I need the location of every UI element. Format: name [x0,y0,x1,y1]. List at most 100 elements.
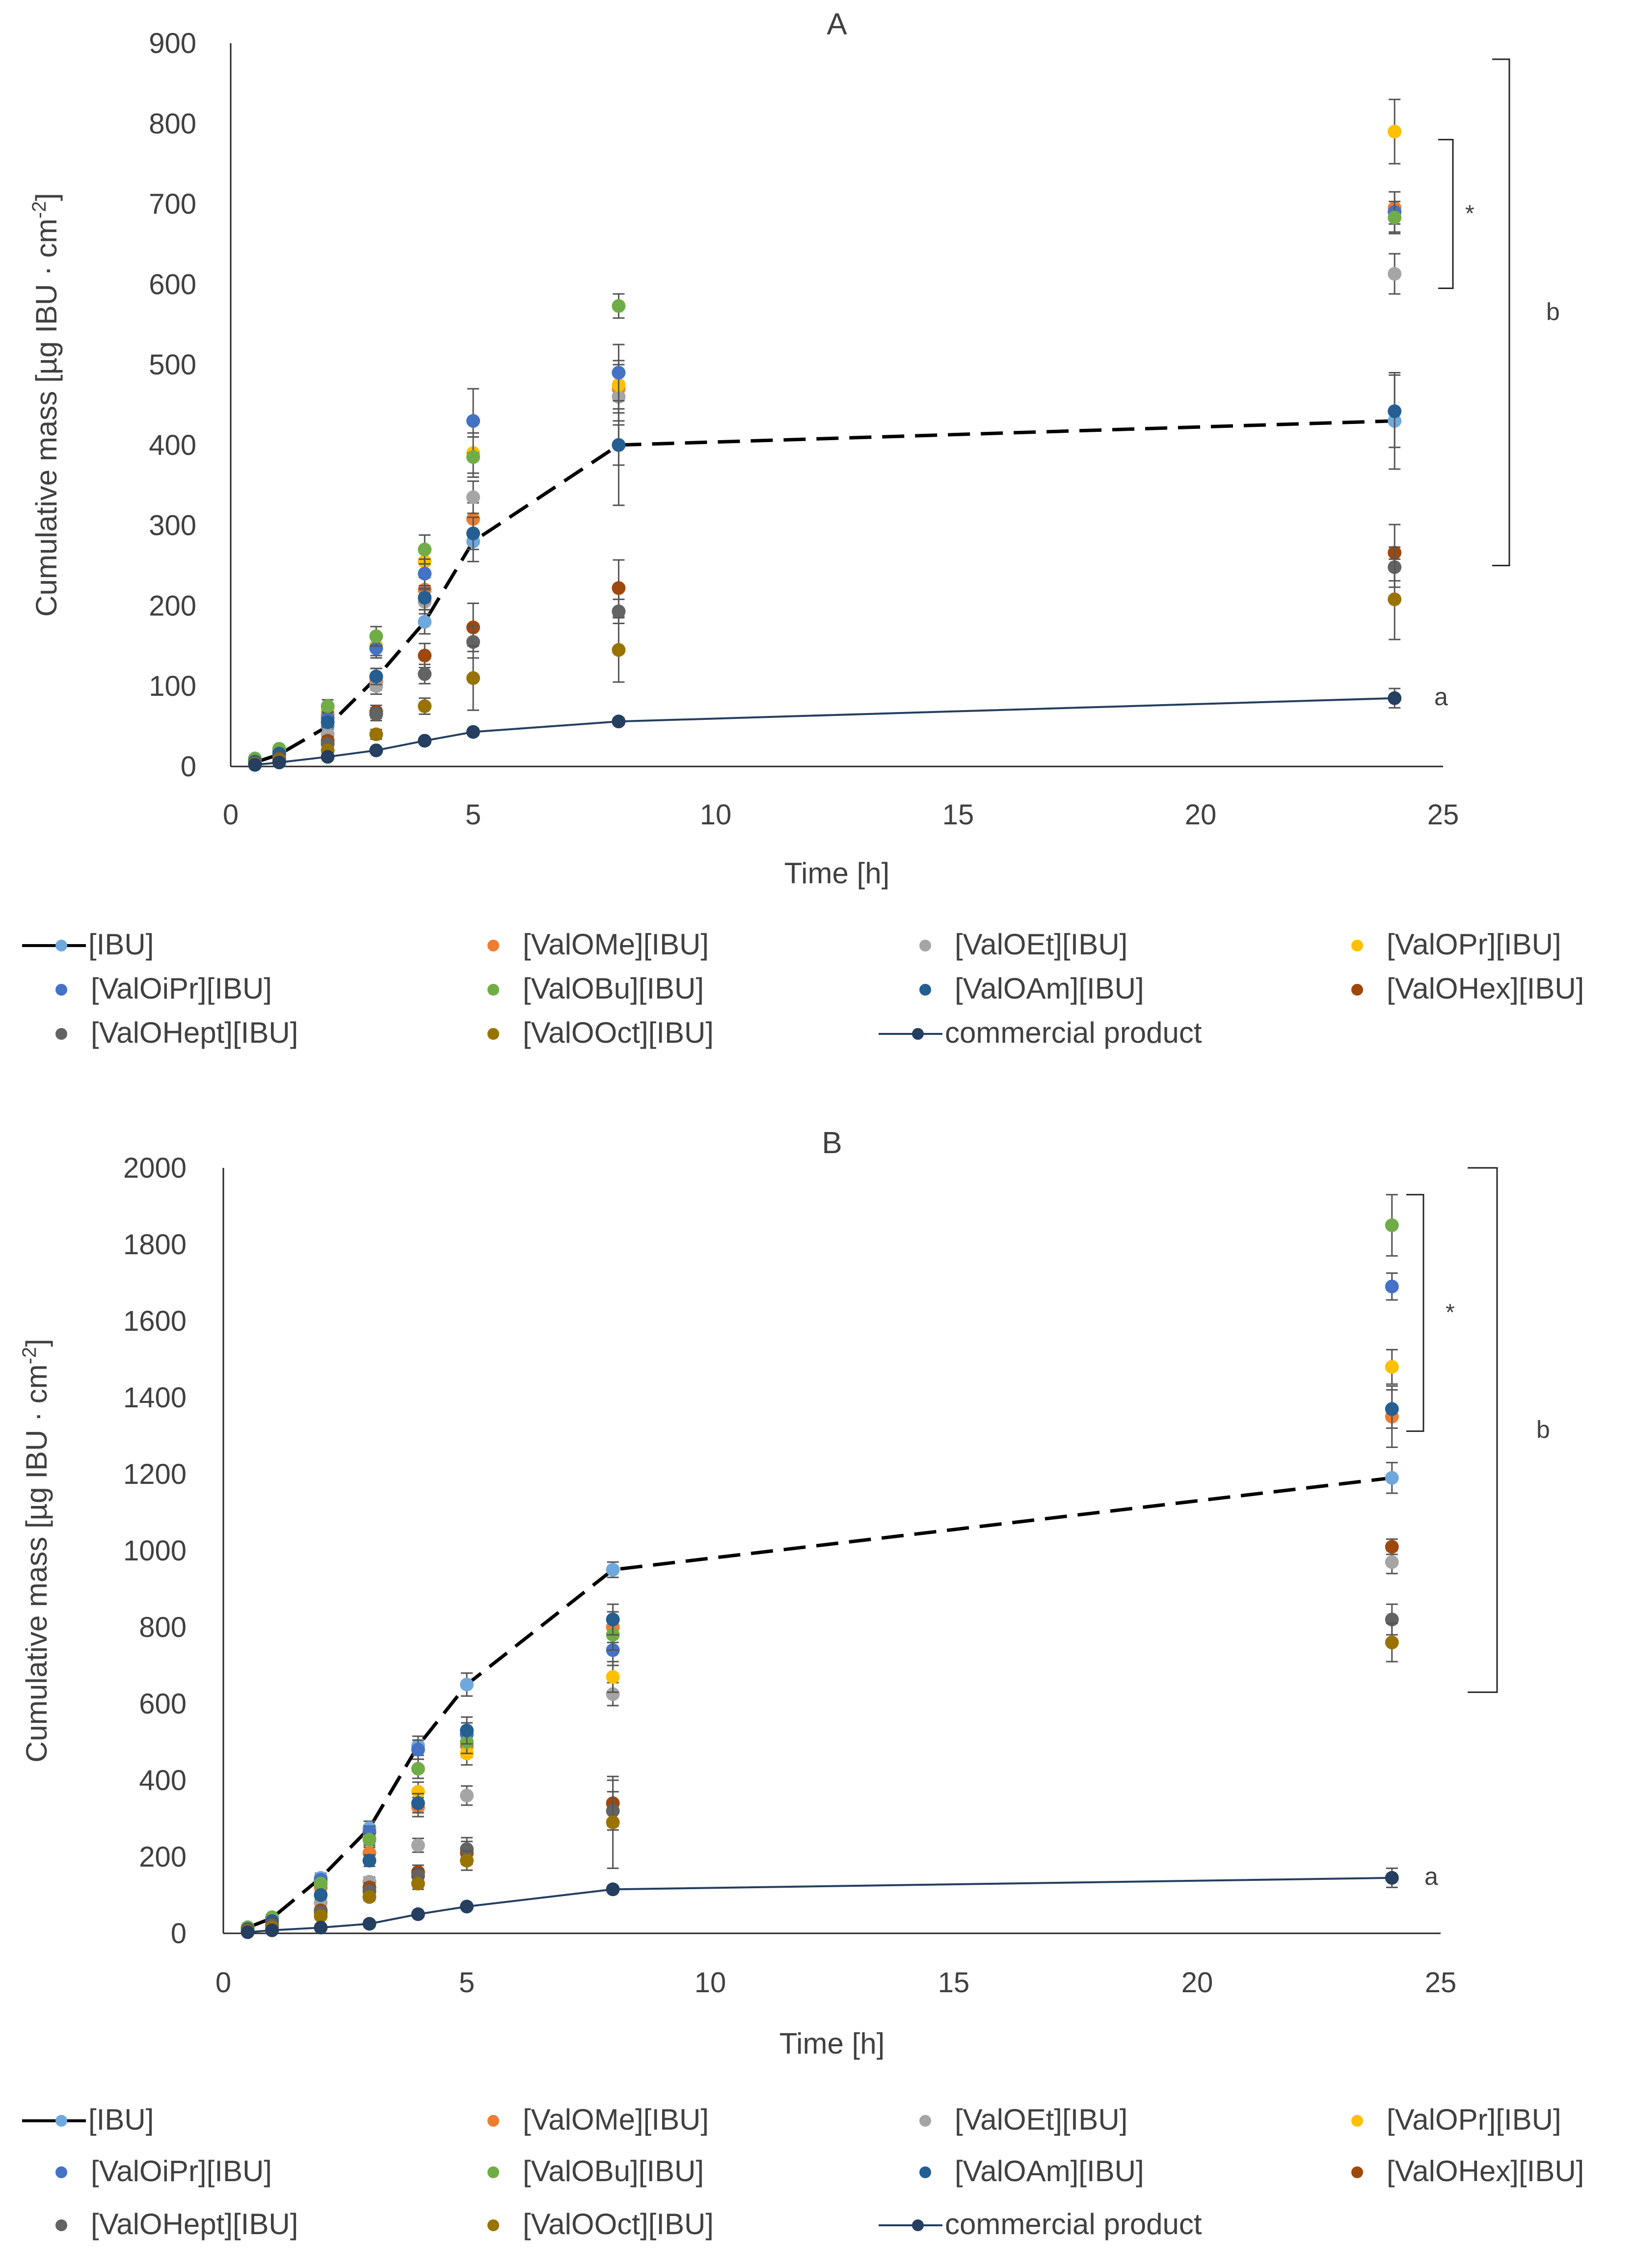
data-point-ValOBu [369,629,383,643]
data-point-ValOEt [606,1687,620,1701]
y-tick-label: 1400 [123,1382,187,1414]
data-point-ValOAm [460,1723,474,1738]
y-tick-label: 0 [171,1918,187,1950]
legend-item-ValOHept: [ValOHept][IBU] [55,2208,298,2241]
legend-item-ValOEt: [ValOEt][IBU] [919,2103,1127,2136]
y-axis-label: Cumulative mass [µg IBU · cm-2] [19,1339,53,1763]
data-point-ValOEt [1385,1555,1399,1569]
legend-marker [487,2115,499,2127]
data-point-commercial [1385,1871,1399,1885]
legend-marker [919,2166,931,2178]
data-point-ValOEt [411,1838,425,1852]
annotation-star: * [1465,201,1474,227]
legend-label: [ValOPr][IBU] [1387,2103,1561,2136]
data-point-ValOBu [418,542,432,556]
legend-item-commercial: commercial product [879,1016,1202,1049]
y-tick-label: 100 [149,670,196,702]
data-point-ValOHex [1385,1540,1399,1554]
x-tick-label: 25 [1425,1967,1457,1999]
data-point-ValOEt [1388,267,1402,281]
chart-legend-a: [IBU] [ValOMe][IBU] [ValOEt][IBU] [ValOPr][… [22,928,1584,1049]
legend-item-ValOBu: [ValOBu][IBU] [487,972,704,1005]
data-point-ValOEt [466,490,480,504]
series-IBU [241,1462,1399,1935]
x-tick-label: 20 [1185,799,1217,831]
data-point-commercial [411,1907,425,1921]
data-point-ValOiPr [1385,1279,1399,1293]
y-tick-label: 800 [149,108,196,140]
data-point-ValOiPr [612,366,626,380]
legend-label: [ValOiPr][IBU] [91,2155,272,2188]
legend-marker [1351,2115,1363,2127]
x-tick-label: 15 [938,1967,970,1999]
data-point-commercial [612,714,626,729]
data-point-ValOAm [314,1888,328,1902]
series-ValOOct [241,1622,1399,1938]
legend-item-commercial: commercial product [879,2208,1202,2241]
data-point-ValOAm [466,527,480,541]
data-point-ValOBu [466,450,480,464]
legend-marker [55,2219,67,2231]
legend-item-ValOHex: [ValOHex][IBU] [1351,2155,1584,2188]
legend-item-ValOiPr: [ValOiPr][IBU] [55,2155,272,2188]
data-point-ValOAm [1388,404,1402,419]
y-tick-label: 1800 [123,1229,187,1261]
legend-item-ValOAm: [ValOAm][IBU] [919,972,1144,1005]
legend-label: [ValOMe][IBU] [523,928,709,961]
data-point-ValOOct [418,699,432,713]
data-point-commercial [248,758,262,772]
legend-marker [487,984,499,996]
legend-label: [ValOHex][IBU] [1387,972,1584,1005]
data-point-ValOPr [1388,125,1402,139]
legend-label: commercial product [945,2208,1202,2241]
data-point-ValOOct [460,1853,474,1868]
x-tick-label: 0 [223,799,239,831]
legend-item-ValOAm: [ValOAm][IBU] [919,2155,1144,2188]
legend-item-ValOHept: [ValOHept][IBU] [55,1016,298,1049]
legend-label: [ValOBu][IBU] [523,972,704,1005]
data-point-ValOPr [1385,1360,1399,1374]
significance-bracket-star [1438,139,1454,290]
legend-marker [55,2166,67,2178]
data-point-ValOAm [321,715,335,729]
legend-marker [55,940,67,951]
legend-label: [ValOOct][IBU] [523,1016,714,1049]
data-point-commercial [362,1917,376,1931]
data-point-ValOBu [1385,1218,1399,1232]
data-point-ValOAm [1385,1402,1399,1416]
legend-label: [ValOAm][IBU] [955,2155,1144,2188]
annotation-a: a [1434,683,1448,711]
x-tick-label: 10 [700,799,732,831]
y-tick-label: 2000 [123,1152,187,1184]
y-tick-label: 300 [149,510,196,542]
legend-item-IBU: [IBU] [22,2103,154,2136]
legend-item-ValOiPr: [ValOiPr][IBU] [55,972,272,1005]
y-tick-label: 1600 [123,1305,187,1337]
series-commercial [241,1867,1399,1939]
significance-bracket-b [1492,58,1510,567]
legend-label: [IBU] [88,2103,154,2136]
data-point-commercial [314,1921,328,1935]
data-point-ValOAm [606,1612,620,1627]
data-point-ValOOct [411,1876,425,1891]
annotation-star: * [1446,1300,1455,1326]
data-point-ValOPr [411,1785,425,1799]
data-point-ValOAm [411,1796,425,1810]
data-point-ValOiPr [411,1742,425,1757]
x-tick-label: 25 [1427,799,1459,831]
legend-marker [487,1028,499,1040]
data-point-commercial [1388,691,1402,705]
data-point-ValOiPr [369,641,383,656]
data-point-ValOOct [362,1890,376,1904]
legend-label: [ValOAm][IBU] [955,972,1144,1005]
series-line-IBU [254,419,1395,765]
data-point-ValOAm [362,1853,376,1868]
legend-label: [ValOEt][IBU] [955,928,1127,961]
data-point-ValOEt [460,1789,474,1803]
series-line-commercial [255,697,1395,766]
data-point-commercial [265,1923,279,1937]
data-point-ValOHept [418,667,432,681]
data-point-ValOPr [606,1670,620,1684]
significance-bracket-b [1468,1167,1498,1693]
legend-marker [55,984,67,996]
